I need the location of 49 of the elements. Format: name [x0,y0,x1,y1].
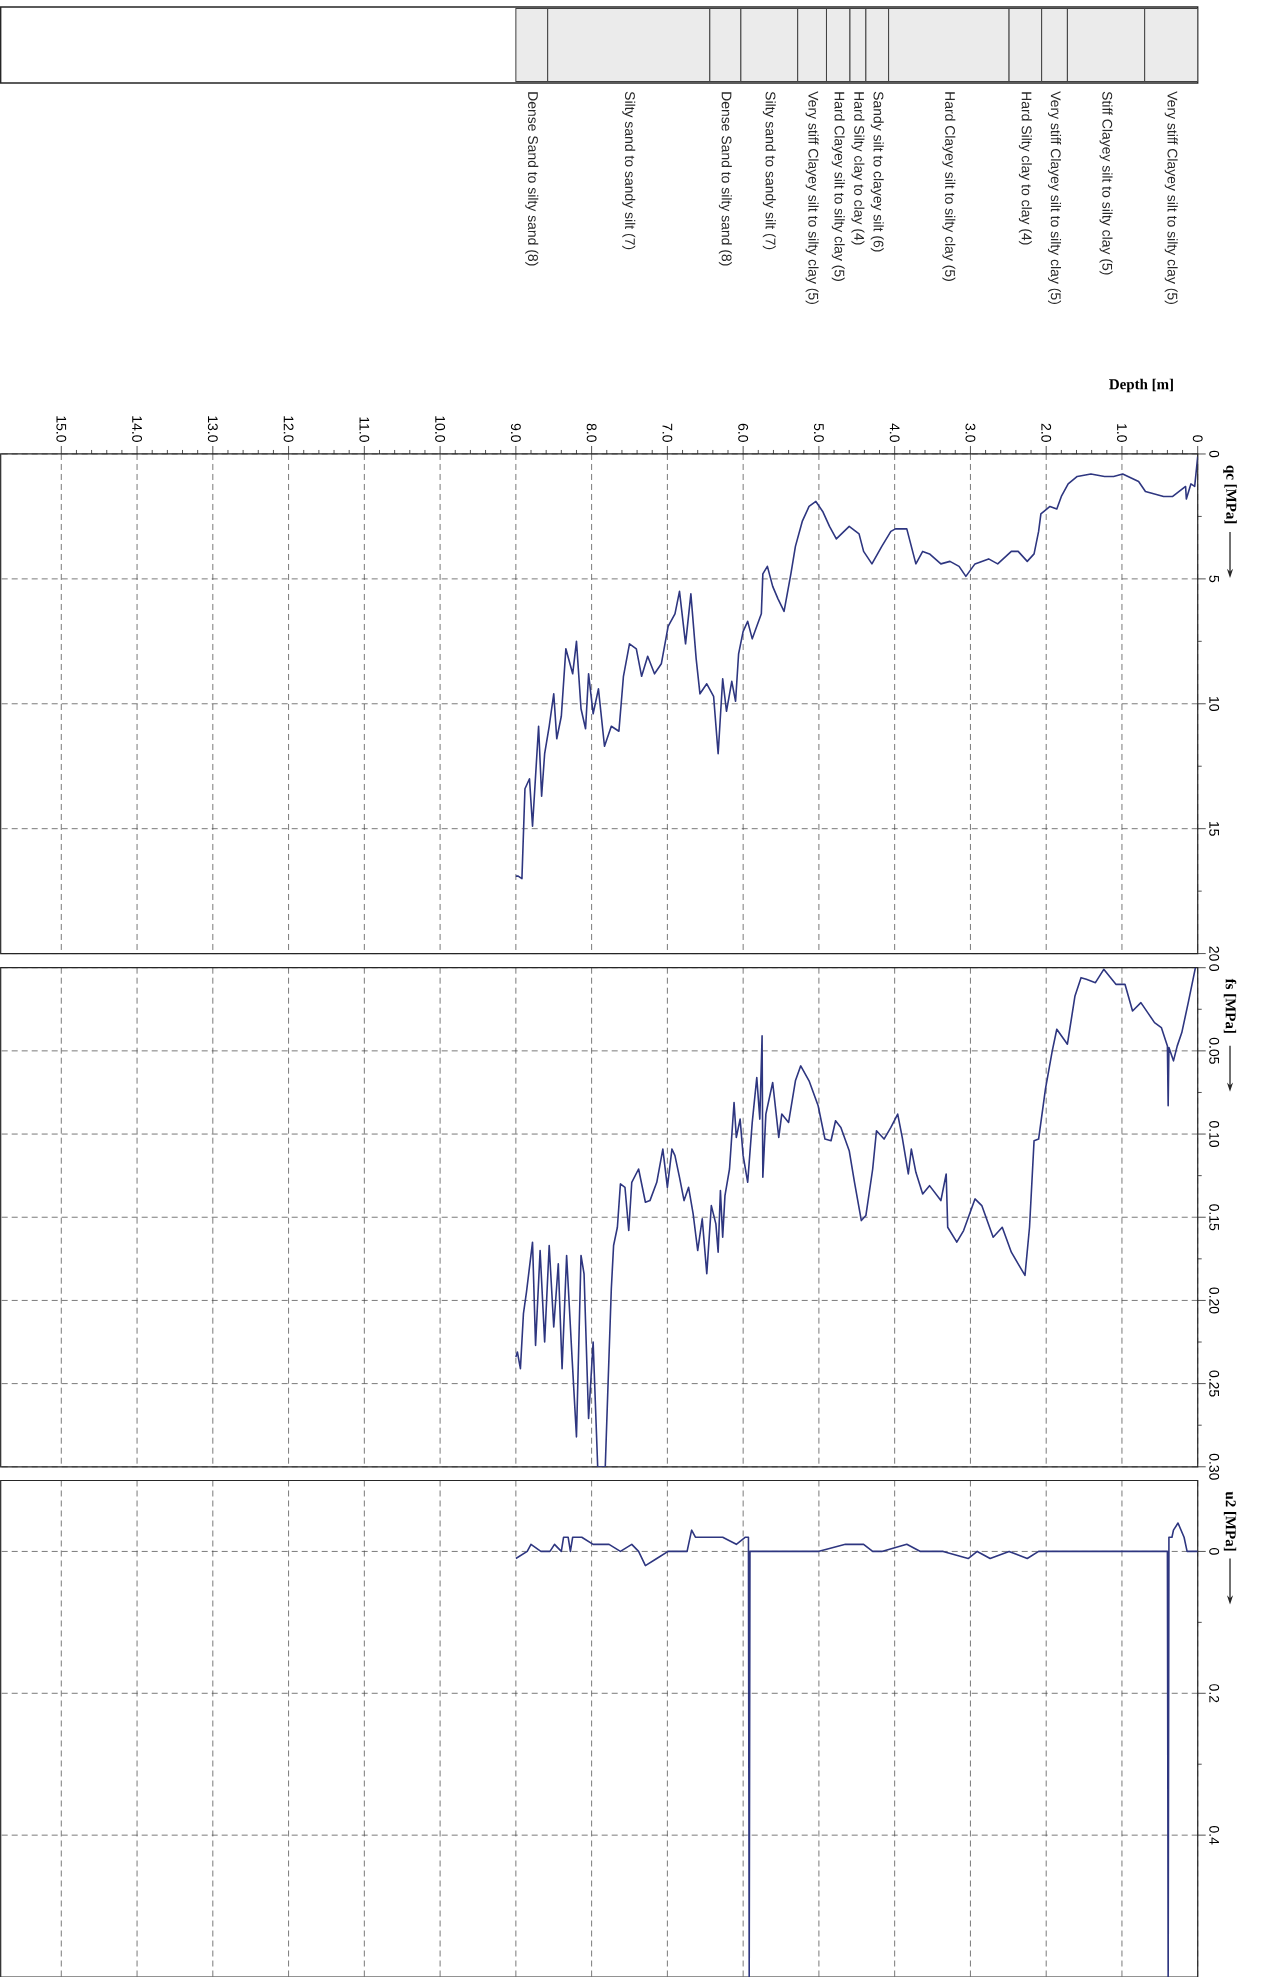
y-tick-label: 0.05 [1209,1037,1220,1064]
y-tick-label: 0 [1209,1548,1220,1555]
y-tick-label: 10 [1209,697,1220,711]
text: Silty sand to sandy silt (7) [762,91,776,250]
y-axis-title: fs [MPa] [1223,978,1237,1033]
y-tick-label: 0.10 [1209,1121,1220,1148]
y-tick-label: 20 [1209,946,1220,961]
y-tick-label: 0.30 [1209,1453,1220,1480]
text: Hard Silty clay to clay (4) [851,92,865,245]
x-tick-label: 15.0 [56,416,67,442]
x-tick-label: 7.0 [662,423,673,442]
x-tick-label: 9.0 [510,423,521,442]
y-axis-title: u2 [MPa] [1223,1491,1237,1551]
x-tick-label: 11.0 [359,417,370,442]
x-tick-label: 10.0 [435,416,446,442]
y-tick-label: 0.4 [1209,1826,1220,1845]
text: Dense Sand to silty sand (8) [718,92,732,266]
text: Stiff Clayey silt to silty clay (5) [1099,91,1113,275]
text: Hard Silty clay to clay (4) [1018,92,1032,245]
y-tick-label: 0.2 [1209,1684,1220,1703]
line-series [515,967,1197,1467]
x-tick-label: 2.0 [1041,423,1052,442]
x-tick-label: 3.0 [965,423,976,442]
text: Very stiff Clayey silt to silty clay (5) [1164,91,1178,304]
x-tick-label: 4.0 [889,423,900,442]
x-tick-label: 6.0 [738,423,749,442]
y-tick-label: 0.15 [1209,1204,1220,1231]
text: Hard Clayey silt to silty clay (5) [831,92,845,281]
text: Hard Clayey silt to silty clay (5) [942,92,956,281]
y-tick-label: 0 [1209,964,1220,972]
y-tick-label: 15 [1209,821,1219,836]
x-axis-title: Depth [m] [1109,378,1173,393]
text: Silty sand to sandy silt (7) [622,91,636,250]
y-axis-title: qc [MPa] [1223,465,1237,524]
text: Dense Sand to silty sand (8) [525,92,539,266]
x-tick-label: 13.0 [207,416,218,442]
y-tick-label: 5 [1209,575,1219,583]
x-tick-label: 5.0 [813,423,824,442]
x-tick-label: 14.0 [132,416,142,442]
x-tick-label: 8.0 [586,423,597,442]
text: Very stiff Clayey silt to silty clay (5) [805,91,819,304]
text: Sandy silt to clayey silt (6) [870,91,884,252]
y-tick-label: 0.25 [1209,1370,1220,1397]
x-tick-label: 12.0 [283,416,294,442]
y-tick-label: 0 [1209,450,1220,458]
y-tick-label: 0.20 [1209,1287,1220,1314]
x-tick-label: 0 [1192,435,1203,442]
text: Very stiff Clayey silt to silty clay (5) [1048,91,1062,304]
x-tick-label: 1.0 [1117,424,1127,442]
